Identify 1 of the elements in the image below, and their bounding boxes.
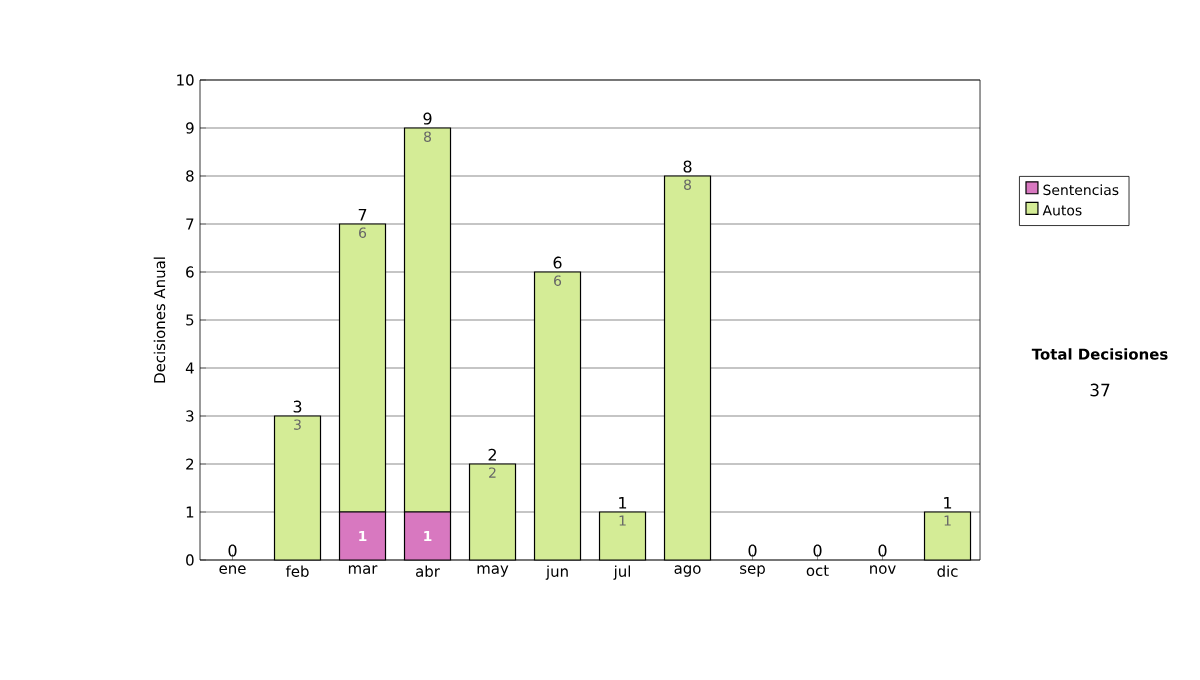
text: 37 — [1090, 383, 1110, 397]
